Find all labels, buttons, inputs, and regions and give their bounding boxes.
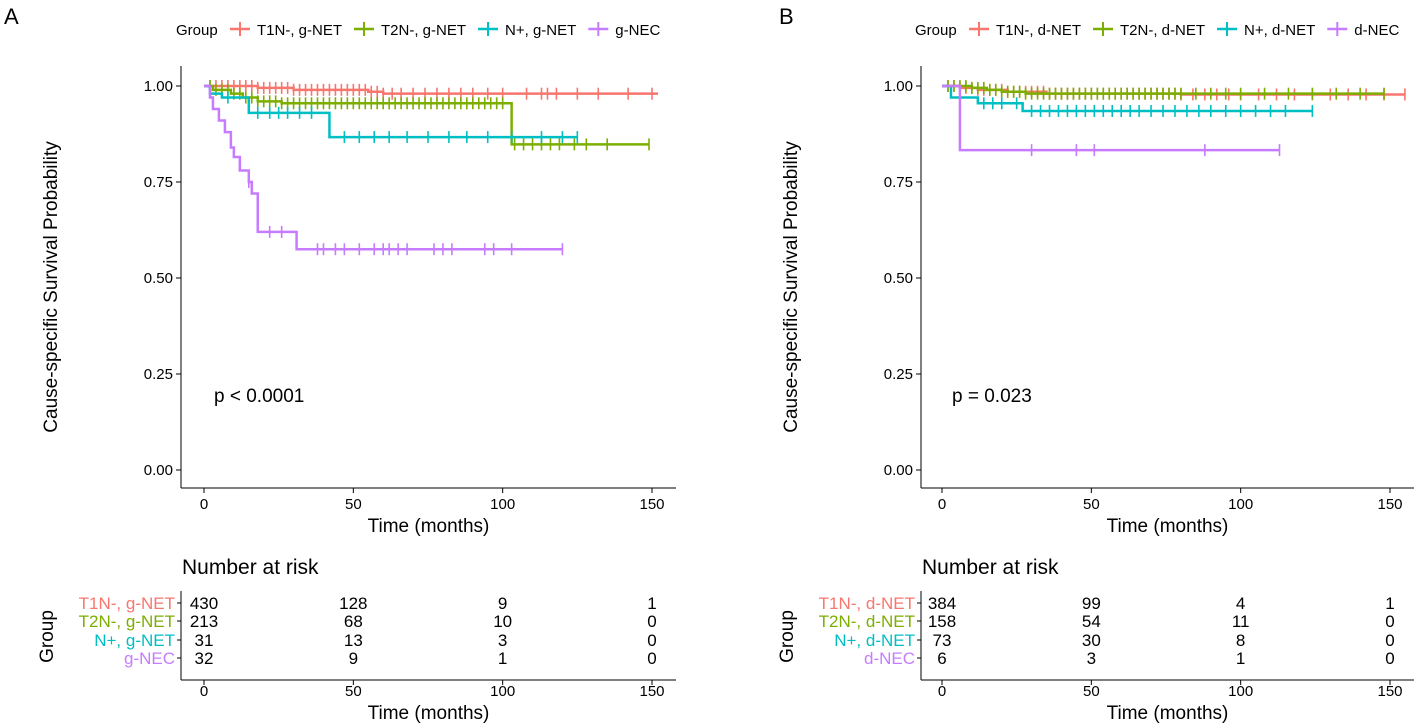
risk-count: 384	[928, 594, 956, 613]
risk-x-tick-label: 50	[345, 683, 362, 700]
risk-count: 68	[344, 612, 363, 631]
legend-label: N+, d-NET	[1244, 22, 1315, 39]
risk-count: 3	[1087, 649, 1096, 668]
y-tick-label: 0.00	[884, 462, 913, 479]
legend-label: T2N-, g-NET	[381, 22, 466, 39]
risk-count: 6	[937, 649, 946, 668]
risk-x-tick-label: 50	[1083, 683, 1100, 700]
risk-row-label: T2N-, d-NET	[819, 612, 915, 631]
p-value: p = 0.023	[952, 386, 1032, 407]
risk-count: 32	[195, 649, 214, 668]
y-tick-label: 0.50	[144, 270, 173, 287]
x-axis-label: Time (months)	[1107, 516, 1229, 537]
legend-label: T2N-, d-NET	[1120, 22, 1205, 39]
risk-row-label: N+, d-NET	[834, 631, 915, 650]
risk-count: 0	[647, 612, 656, 631]
y-tick-label: 1.00	[884, 78, 913, 95]
x-tick-label: 150	[1377, 496, 1402, 513]
x-tick-label: 50	[1083, 496, 1100, 513]
p-value: p < 0.0001	[214, 386, 304, 407]
legend-label: d-NEC	[1354, 22, 1399, 39]
risk-x-tick-label: 0	[938, 683, 946, 700]
risk-table-title: Number at risk	[922, 556, 1059, 579]
risk-x-tick-label: 100	[1228, 683, 1253, 700]
x-tick-label: 100	[1228, 496, 1253, 513]
risk-count: 10	[493, 612, 512, 631]
legend-title: Group	[915, 22, 957, 39]
risk-count: 1	[1236, 649, 1245, 668]
risk-count: 4	[1236, 594, 1245, 613]
y-axis-label: Cause-specific Survival Probability	[781, 141, 802, 433]
risk-count: 430	[190, 594, 218, 613]
risk-count: 73	[933, 631, 952, 650]
x-tick-label: 0	[938, 496, 946, 513]
risk-count: 3	[498, 631, 507, 650]
panel-label: A	[4, 4, 19, 29]
risk-x-tick-label: 0	[200, 683, 208, 700]
risk-count: 9	[498, 594, 507, 613]
risk-row-label: T1N-, g-NET	[79, 594, 175, 613]
risk-row-label: N+, g-NET	[94, 631, 175, 650]
risk-count: 0	[647, 649, 656, 668]
risk-count: 13	[344, 631, 363, 650]
legend-label: N+, g-NET	[505, 22, 576, 39]
risk-count: 31	[195, 631, 214, 650]
risk-count: 9	[349, 649, 358, 668]
survival-curve	[204, 84, 563, 251]
x-axis-label: Time (months)	[368, 516, 490, 537]
survival-curve	[942, 84, 1280, 152]
y-tick-label: 0.25	[884, 366, 913, 383]
y-tick-label: 0.50	[884, 270, 913, 287]
x-tick-label: 50	[345, 496, 362, 513]
y-tick-label: 0.00	[144, 462, 173, 479]
risk-table-title: Number at risk	[182, 556, 319, 579]
x-tick-label: 100	[490, 496, 515, 513]
panel-label: B	[779, 4, 794, 29]
risk-count: 30	[1082, 631, 1101, 650]
risk-y-axis-label: Group	[777, 610, 798, 663]
survival-curve	[942, 84, 1313, 113]
y-tick-label: 1.00	[144, 78, 173, 95]
risk-x-axis-label: Time (months)	[368, 703, 490, 724]
legend-label: T1N-, d-NET	[996, 22, 1081, 39]
x-tick-label: 0	[200, 496, 208, 513]
legend-label: g-NEC	[615, 22, 660, 39]
risk-x-tick-label: 150	[639, 683, 664, 700]
risk-count: 0	[1385, 631, 1394, 650]
risk-row-label: g-NEC	[124, 649, 175, 668]
survival-curve	[204, 84, 658, 95]
y-axis-label: Cause-specific Survival Probability	[41, 141, 62, 433]
risk-count: 0	[1385, 612, 1394, 631]
risk-x-tick-label: 150	[1377, 683, 1402, 700]
risk-count: 213	[190, 612, 218, 631]
risk-count: 1	[498, 649, 507, 668]
risk-count: 54	[1082, 612, 1101, 631]
risk-count: 1	[1385, 594, 1394, 613]
risk-row-label: T1N-, d-NET	[819, 594, 915, 613]
risk-count: 99	[1082, 594, 1101, 613]
x-tick-label: 150	[639, 496, 664, 513]
y-tick-label: 0.25	[144, 366, 173, 383]
legend-label: T1N-, g-NET	[257, 22, 342, 39]
risk-count: 11	[1232, 612, 1250, 631]
risk-count: 0	[1385, 649, 1394, 668]
risk-count: 8	[1236, 631, 1245, 650]
y-tick-label: 0.75	[884, 174, 913, 191]
risk-count: 158	[928, 612, 956, 631]
risk-x-tick-label: 100	[490, 683, 515, 700]
risk-count: 1	[647, 594, 656, 613]
risk-x-axis-label: Time (months)	[1107, 703, 1229, 724]
y-tick-label: 0.75	[144, 174, 173, 191]
risk-row-label: d-NEC	[864, 649, 915, 668]
risk-y-axis-label: Group	[37, 610, 58, 663]
risk-count: 128	[339, 594, 367, 613]
legend-title: Group	[176, 22, 218, 39]
risk-row-label: T2N-, g-NET	[79, 612, 175, 631]
risk-count: 0	[647, 631, 656, 650]
